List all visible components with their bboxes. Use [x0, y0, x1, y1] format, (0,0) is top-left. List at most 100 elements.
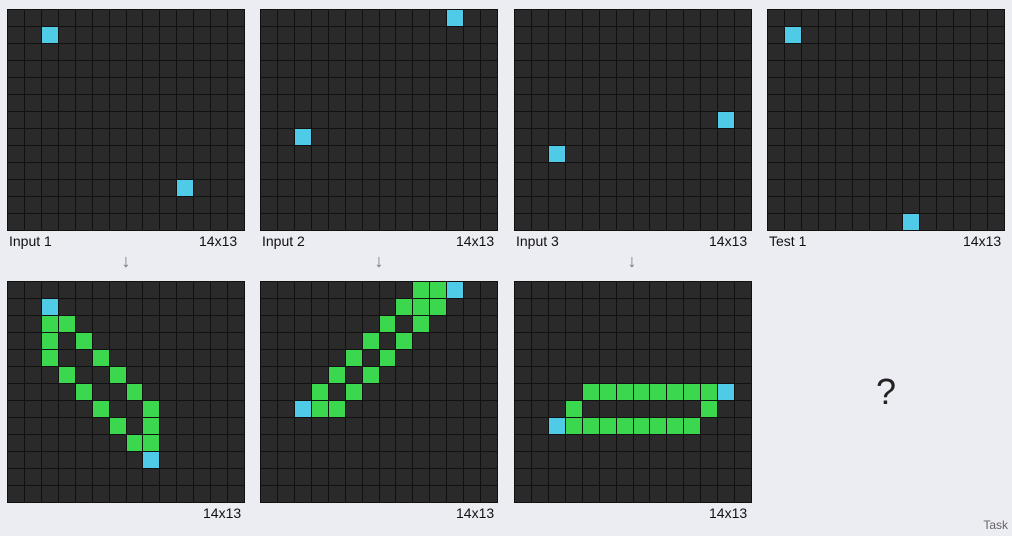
grid-cell — [211, 27, 228, 43]
grid-cell — [261, 163, 277, 179]
grid-cell — [582, 350, 599, 366]
grid-cell — [41, 469, 58, 485]
grid-cell — [228, 78, 244, 94]
grid-cell — [8, 299, 24, 315]
grid-cell — [835, 27, 852, 43]
grid-cell — [565, 367, 582, 383]
grid-cell — [24, 486, 41, 502]
grid-cell — [616, 78, 633, 94]
grid-cell — [413, 418, 430, 434]
grid-cell — [328, 112, 345, 128]
grid-cell — [565, 350, 582, 366]
grid-cell — [58, 452, 75, 468]
grid-cell — [937, 95, 954, 111]
grid-cell — [211, 44, 228, 60]
grid-cell — [345, 146, 362, 162]
grid-cell — [160, 282, 177, 298]
grid-cell — [650, 197, 667, 213]
grid-cell — [801, 95, 818, 111]
grid-cell — [24, 129, 41, 145]
grid-cell — [650, 333, 667, 349]
grid-cell — [481, 401, 497, 417]
grid-cell — [735, 435, 751, 451]
grid-cell — [396, 350, 413, 366]
grid-cell — [362, 180, 379, 196]
grid-cell — [701, 112, 718, 128]
grid-cell — [177, 61, 194, 77]
grid-cell — [261, 469, 277, 485]
grid-cell — [160, 61, 177, 77]
grid-cell — [582, 44, 599, 60]
grid-cell — [447, 214, 464, 230]
grid-cell — [75, 435, 92, 451]
grid-cell — [531, 78, 548, 94]
grid-cell — [464, 61, 481, 77]
grid-cell — [75, 469, 92, 485]
grid-cell — [143, 27, 160, 43]
grid-cell — [464, 95, 481, 111]
grid-cell — [869, 61, 886, 77]
test-1-grid — [767, 9, 1005, 231]
grid-cell — [277, 78, 294, 94]
grid-cell — [328, 418, 345, 434]
grid-cell — [599, 112, 616, 128]
grid-cell — [481, 78, 497, 94]
grid-cell — [413, 180, 430, 196]
grid-cell — [903, 44, 920, 60]
grid-cell — [447, 350, 464, 366]
grid-cell — [126, 197, 143, 213]
grid-cell — [869, 163, 886, 179]
grid-cell — [481, 163, 497, 179]
grid-cell — [599, 129, 616, 145]
grid-cell — [650, 112, 667, 128]
grid-cell — [261, 299, 277, 315]
grid-cell — [41, 163, 58, 179]
grid-cell — [718, 95, 735, 111]
grid-cell — [328, 367, 345, 383]
grid-cell — [684, 95, 701, 111]
grid-cell — [413, 469, 430, 485]
grid-cell — [430, 44, 447, 60]
grid-cell — [464, 214, 481, 230]
grid-cell — [228, 333, 244, 349]
grid-cell — [41, 401, 58, 417]
grid-cell — [160, 384, 177, 400]
grid-cell — [667, 78, 684, 94]
grid-cell — [58, 435, 75, 451]
grid-cell — [633, 333, 650, 349]
grid-cell — [447, 44, 464, 60]
grid-cell — [311, 10, 328, 26]
grid-cell — [277, 27, 294, 43]
grid-cell — [413, 367, 430, 383]
grid-cell — [718, 452, 735, 468]
grid-cell — [345, 44, 362, 60]
grid-cell — [92, 333, 109, 349]
grid-cell — [413, 282, 430, 298]
grid-cell — [852, 95, 869, 111]
grid-cell — [565, 129, 582, 145]
grid-cell — [41, 435, 58, 451]
grid-cell — [345, 418, 362, 434]
grid-cell — [379, 435, 396, 451]
grid-cell — [228, 44, 244, 60]
output-1-size: 14x13 — [203, 505, 242, 521]
grid-cell — [24, 435, 41, 451]
grid-cell — [41, 129, 58, 145]
grid-cell — [228, 112, 244, 128]
grid-cell — [311, 367, 328, 383]
grid-cell — [667, 197, 684, 213]
grid-cell — [8, 146, 24, 162]
grid-cell — [92, 469, 109, 485]
grid-cell — [261, 10, 277, 26]
grid-cell — [548, 44, 565, 60]
grid-cell — [599, 10, 616, 26]
grid-cell — [24, 10, 41, 26]
grid-cell — [58, 10, 75, 26]
grid-cell — [92, 44, 109, 60]
grid-cell — [396, 180, 413, 196]
grid-cell — [667, 10, 684, 26]
grid-cell — [988, 78, 1004, 94]
grid-cell — [430, 129, 447, 145]
grid-cell — [667, 299, 684, 315]
grid-cell — [345, 95, 362, 111]
